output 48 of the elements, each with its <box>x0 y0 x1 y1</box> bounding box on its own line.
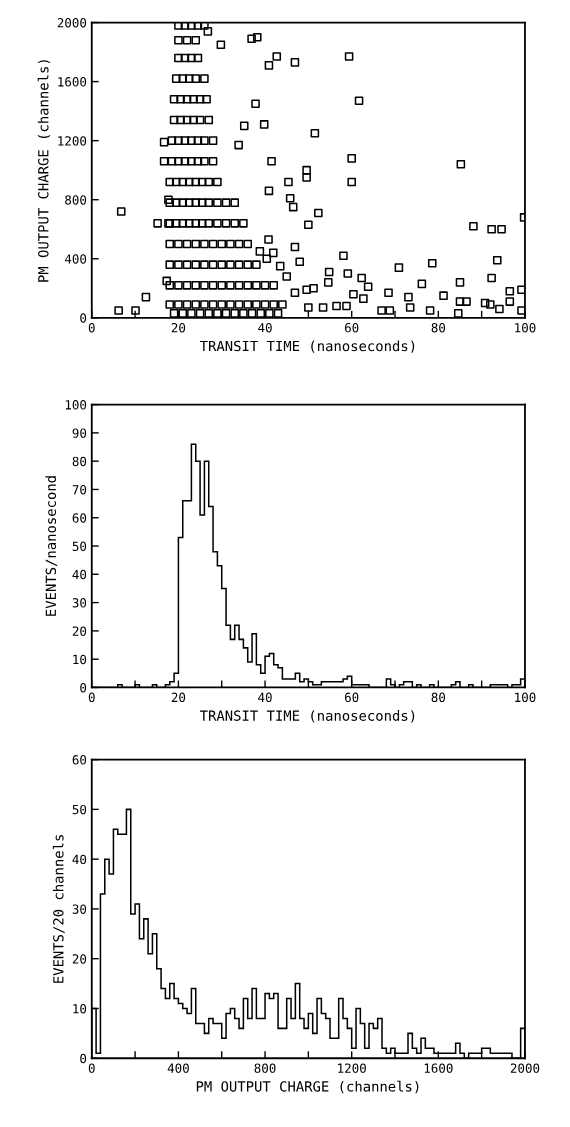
x-axis-title: PM OUTPUT CHARGE (channels) <box>196 1080 419 1094</box>
x-tick-label: 400 <box>167 1063 189 1073</box>
y-tick-label: 10 <box>73 654 87 665</box>
x-tick-label: 800 <box>254 1063 276 1073</box>
y-tick-label: 1600 <box>58 77 87 87</box>
y-tick-label: 30 <box>72 598 87 608</box>
x-tick-label: 0 <box>88 322 95 333</box>
x-tick-label: 80 <box>431 322 446 333</box>
y-tick-label: 800 <box>65 195 87 205</box>
y-axis-title: EVENTS/20 channels <box>52 835 65 983</box>
x-tick-label: 2000 <box>510 1063 540 1073</box>
x-axis-title: TRANSIT TIME (nanoseconds) <box>199 340 415 353</box>
x-tick-label: 100 <box>515 322 536 333</box>
x-tick-label: 0 <box>88 692 95 703</box>
y-tick-label: 30 <box>72 904 87 914</box>
y-tick-label: 0 <box>80 1053 87 1064</box>
y-tick-label: 20 <box>72 626 87 636</box>
y-tick-label: 40 <box>72 569 87 580</box>
y-tick-label: 50 <box>72 804 87 815</box>
x-tick-label: 60 <box>344 322 359 333</box>
x-tick-label: 20 <box>171 322 186 333</box>
y-tick-label: 400 <box>64 254 87 264</box>
x-tick-label: 20 <box>171 692 186 703</box>
y-tick-label: 40 <box>72 854 87 865</box>
y-axis-title: PM OUTPUT CHARGE (channels) <box>37 60 51 282</box>
y-tick-label: 70 <box>72 484 87 495</box>
y-tick-label: 2000 <box>57 18 87 28</box>
y-tick-label: 10 <box>73 1003 87 1014</box>
x-tick-label: 1600 <box>424 1063 453 1073</box>
y-tick-label: 80 <box>72 456 87 467</box>
y-tick-label: 50 <box>72 541 87 551</box>
y-tick-label: 20 <box>72 954 87 964</box>
y-tick-label: 90 <box>72 428 87 438</box>
y-tick-label: 1200 <box>58 136 87 146</box>
x-tick-label: 40 <box>258 322 272 333</box>
x-tick-label: 0 <box>88 1063 95 1073</box>
x-tick-label: 60 <box>344 692 359 703</box>
x-axis-title: TRANSIT TIME (nanoseconds) <box>199 710 415 723</box>
x-tick-label: 40 <box>258 692 272 703</box>
x-tick-label: 1200 <box>338 1063 366 1073</box>
y-tick-label: 60 <box>72 755 87 765</box>
y-tick-label: 0 <box>80 682 87 693</box>
y-axis-title: EVENTS/nanosecond <box>45 476 58 616</box>
y-tick-label: 60 <box>72 513 87 523</box>
y-tick-label: 0 <box>80 313 87 323</box>
y-tick-label: 100 <box>65 400 87 410</box>
x-tick-label: 100 <box>515 692 536 703</box>
x-tick-label: 80 <box>431 692 446 703</box>
